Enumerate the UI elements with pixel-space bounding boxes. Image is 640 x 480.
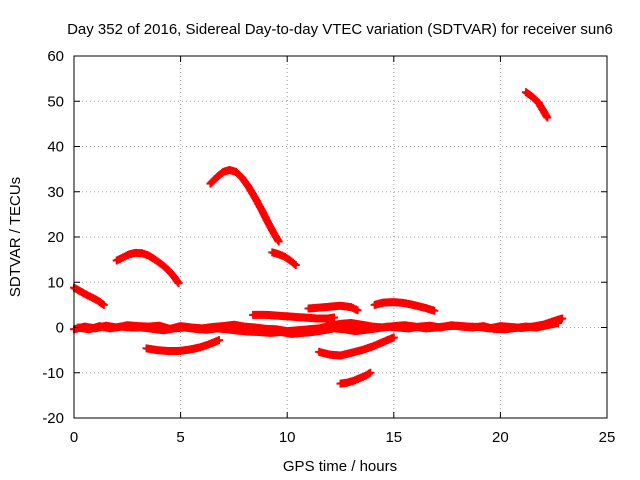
y-axis-label: SDTVAR / TECUs bbox=[7, 177, 24, 297]
y-tick-label: 30 bbox=[47, 184, 64, 201]
series-arc-2 bbox=[112, 248, 183, 288]
x-tick-label: 15 bbox=[385, 429, 402, 446]
y-tick-label: 0 bbox=[56, 320, 64, 337]
data-point bbox=[99, 300, 108, 309]
series-baseline-2 bbox=[74, 318, 562, 338]
data-point bbox=[290, 259, 299, 268]
y-tick-label: -10 bbox=[42, 365, 64, 382]
data-point bbox=[430, 306, 439, 315]
series-arc-10 bbox=[336, 368, 375, 388]
data-point bbox=[330, 313, 339, 322]
data-point bbox=[353, 306, 362, 315]
x-tick-label: 10 bbox=[279, 429, 296, 446]
series-arc-9 bbox=[315, 333, 398, 360]
series-arc-11 bbox=[521, 88, 552, 122]
x-tick-label: 25 bbox=[599, 429, 616, 446]
chart-title: Day 352 of 2016, Sidereal Day-to-day VTE… bbox=[67, 21, 613, 38]
y-tick-label: 10 bbox=[47, 274, 64, 291]
series-arc-1 bbox=[70, 283, 108, 309]
y-tick-label: 60 bbox=[47, 48, 64, 65]
x-tick-label: 20 bbox=[492, 429, 509, 446]
y-tick-label: -20 bbox=[42, 410, 64, 427]
y-tick-label: 20 bbox=[47, 229, 64, 246]
y-tick-label: 50 bbox=[47, 93, 64, 110]
series-arc-8 bbox=[142, 336, 223, 356]
y-tick-label: 40 bbox=[47, 139, 64, 156]
data-point bbox=[274, 237, 283, 246]
data-point bbox=[389, 333, 398, 342]
data-point bbox=[543, 113, 552, 122]
data-point bbox=[214, 336, 223, 345]
data-point bbox=[291, 261, 300, 270]
data-point bbox=[553, 318, 562, 327]
data-marks bbox=[70, 88, 567, 388]
series-arc-3 bbox=[206, 166, 283, 246]
x-axis-label: GPS time / hours bbox=[283, 458, 397, 475]
series-arc-6 bbox=[304, 301, 362, 315]
grid-layer bbox=[74, 56, 607, 418]
x-tick-label: 5 bbox=[176, 429, 184, 446]
series-arc-4 bbox=[268, 248, 300, 270]
axis-ticks: 0 5 10 15 20 25 -20 -10 0 10 20 30 40 50 60 bbox=[42, 48, 615, 446]
x-tick-label: 0 bbox=[70, 429, 78, 446]
data-point bbox=[366, 368, 375, 377]
series-arc-7 bbox=[370, 298, 439, 315]
data-point bbox=[558, 314, 567, 323]
data-point bbox=[174, 279, 183, 288]
series-arc-5 bbox=[249, 310, 339, 323]
